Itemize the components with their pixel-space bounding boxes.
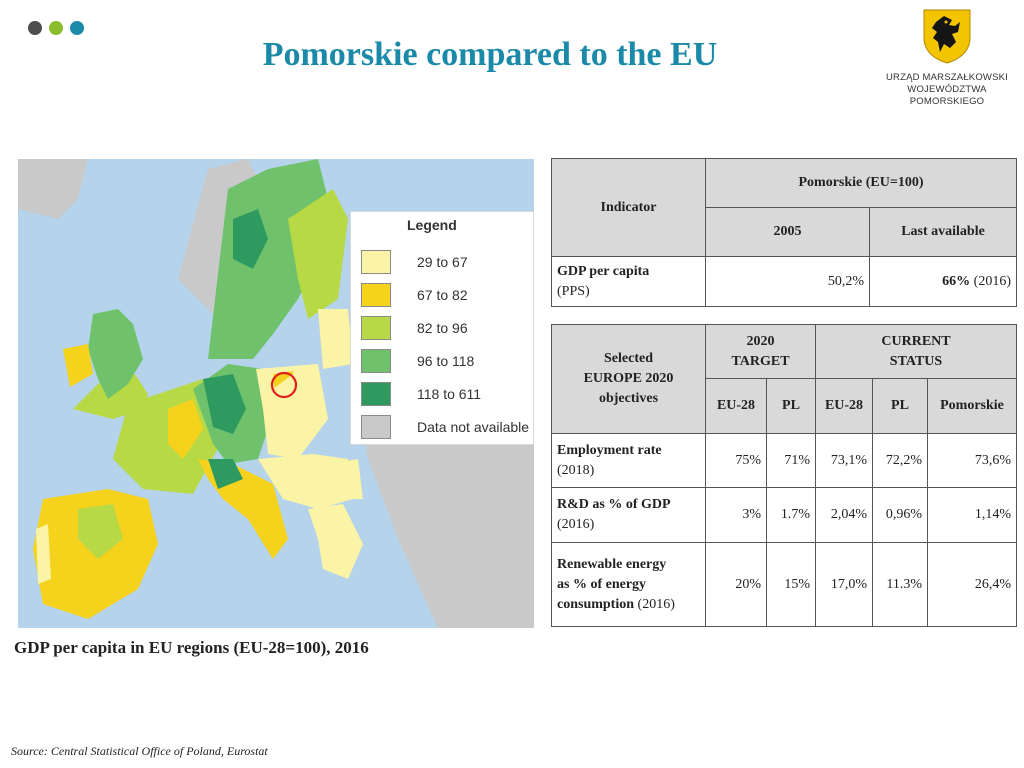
dot-green-icon — [49, 21, 63, 35]
legend-item: 82 to 96 — [361, 315, 468, 341]
legend-label: Data not available — [417, 419, 530, 435]
objectives-header-line: objectives — [598, 391, 659, 406]
legend-label: 29 to 67 — [417, 254, 468, 270]
legend-item: Data not available — [361, 414, 529, 440]
table-cell: 1,14% — [927, 487, 1017, 543]
legend-label: 118 to 611 — [417, 386, 482, 402]
dot-blue-icon — [70, 21, 84, 35]
logo-line-2: WOJEWÓDZTWA POMORSKIEGO — [907, 84, 987, 107]
legend-item: 67 to 82 — [361, 282, 468, 308]
target-header-line: 2020 — [746, 333, 775, 349]
logo: URZĄD MARSZAŁKOWSKI WOJEWÓDZTWA POMORSKI… — [872, 8, 1022, 107]
table-cell: 20% — [705, 542, 767, 627]
table-cell: 26,4% — [927, 542, 1017, 627]
table-cell: 17,0% — [815, 542, 873, 627]
row-title: Employment rate — [557, 442, 662, 458]
gdp-last-value: 66% (2016) — [869, 256, 1017, 307]
legend-item: 96 to 118 — [361, 348, 474, 374]
legend-item: 118 to 611 — [361, 381, 481, 407]
page-title: Pomorskie compared to the EU — [262, 36, 718, 73]
row-title: R&D as % of GDP — [557, 497, 671, 512]
legend-swatch — [361, 283, 391, 307]
table-cell: 75% — [705, 433, 767, 488]
gdp-last-percent: 66% — [942, 273, 971, 289]
col-status-pomorskie: Pomorskie — [927, 378, 1017, 434]
logo-text: URZĄD MARSZAŁKOWSKI WOJEWÓDZTWA POMORSKI… — [872, 72, 1022, 108]
map-legend: Legend 29 to 67 67 to 82 82 to 96 96 to … — [350, 211, 534, 445]
source-note: Source: Central Statistical Office of Po… — [11, 744, 268, 758]
gdp-row-label: GDP per capita (PPS) — [551, 256, 706, 307]
row-title: as % of energy — [557, 576, 647, 592]
europe-2020-table: Selected EUROPE 2020 objectives 2020 TAR… — [551, 324, 1017, 627]
row-note: (2016) — [634, 596, 675, 612]
employment-row-label: Employment rate (2018) — [551, 433, 706, 488]
objectives-header-line: EUROPE 2020 — [583, 371, 674, 386]
table-cell: 72,2% — [872, 433, 928, 488]
legend-title: Legend — [407, 217, 457, 233]
legend-swatch — [361, 250, 391, 274]
map-caption: GDP per capita in EU regions (EU-28=100)… — [14, 638, 369, 657]
gdp-last-year: (2016) — [970, 273, 1011, 289]
pomorskie-eu-header: Pomorskie (EU=100) — [705, 158, 1017, 208]
legend-label: 96 to 118 — [417, 353, 475, 369]
logo-line-1: URZĄD MARSZAŁKOWSKI — [885, 72, 1009, 83]
legend-label: 82 to 96 — [417, 320, 468, 336]
table-cell: 11.3% — [872, 542, 928, 627]
table-cell: 2,04% — [815, 487, 873, 543]
dot-gray-icon — [28, 21, 42, 35]
col-2005-header: 2005 — [705, 207, 870, 257]
legend-swatch — [361, 382, 391, 406]
row-title: Renewable energy — [557, 556, 667, 572]
legend-label: 67 to 82 — [417, 287, 468, 303]
indicator-header: Indicator — [551, 158, 706, 257]
table-cell: 3% — [705, 487, 767, 543]
decorative-dots — [28, 21, 84, 35]
gdp-row-title: GDP per capita — [557, 263, 650, 279]
col-target-pl: PL — [766, 378, 816, 434]
row-title: consumption — [557, 596, 635, 612]
objectives-header: Selected EUROPE 2020 objectives — [551, 324, 706, 434]
col-status-pl: PL — [872, 378, 928, 434]
status-header-line: CURRENT — [881, 333, 951, 349]
row-note: (2016) — [557, 517, 595, 532]
table-cell: 73,6% — [927, 433, 1017, 488]
objectives-header-line: Selected — [604, 351, 653, 366]
col-target-eu28: EU-28 — [705, 378, 767, 434]
col-status-eu28: EU-28 — [815, 378, 873, 434]
gdp-table: Indicator Pomorskie (EU=100) 2005 Last a… — [551, 158, 1017, 307]
gdp-2005-value: 50,2% — [705, 256, 870, 307]
target-header-line: TARGET — [731, 353, 790, 369]
table-cell: 73,1% — [815, 433, 873, 488]
target-2020-header: 2020 TARGET — [705, 324, 816, 379]
gdp-regions-map: Legend 29 to 67 67 to 82 82 to 96 96 to … — [18, 159, 534, 628]
status-header-line: STATUS — [889, 353, 943, 369]
table-cell: 0,96% — [872, 487, 928, 543]
table-cell: 1.7% — [766, 487, 816, 543]
table-cell: 15% — [766, 542, 816, 627]
griffin-shield-icon — [923, 9, 971, 64]
legend-swatch — [361, 415, 391, 439]
pomorskie-marker-icon — [270, 371, 298, 399]
legend-swatch — [361, 349, 391, 373]
rd-row-label: R&D as % of GDP (2016) — [551, 487, 706, 543]
col-last-available-header: Last available — [869, 207, 1017, 257]
table-cell: 71% — [766, 433, 816, 488]
gdp-row-note: (PPS) — [557, 283, 590, 299]
current-status-header: CURRENT STATUS — [815, 324, 1017, 379]
row-note: (2018) — [557, 462, 595, 478]
renewable-row-label: Renewable energy as % of energy consumpt… — [551, 542, 706, 627]
legend-swatch — [361, 316, 391, 340]
legend-item: 29 to 67 — [361, 249, 468, 275]
